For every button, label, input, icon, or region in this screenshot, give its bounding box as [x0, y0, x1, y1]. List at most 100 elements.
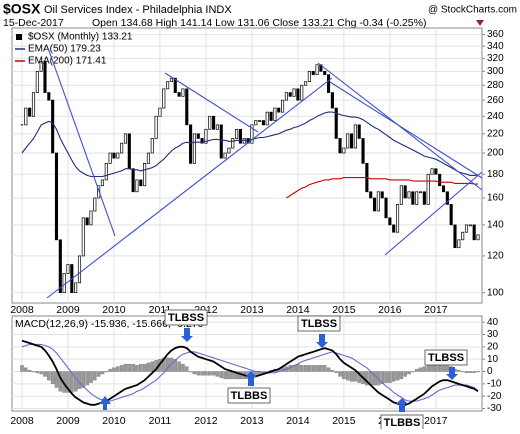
candle — [472, 224, 476, 241]
histogram-bar — [330, 370, 335, 372]
x-tick-label: 2016 — [378, 304, 402, 316]
histogram-bar — [353, 371, 358, 382]
y-tick-label: 320 — [487, 53, 504, 64]
histogram-bar — [139, 363, 143, 372]
candle — [139, 179, 143, 187]
annotation-box — [424, 349, 468, 366]
histogram-bar — [407, 371, 411, 375]
y-tick-label: 340 — [487, 41, 504, 52]
annotation-arrow — [396, 398, 408, 412]
histogram-bar — [119, 365, 124, 372]
candle — [250, 124, 254, 144]
candle — [35, 70, 39, 93]
histogram-bar — [234, 371, 239, 380]
ema-line — [21, 111, 479, 178]
source: @ StockCharts.com — [428, 5, 517, 16]
histogram-bar — [116, 366, 120, 372]
histogram-bar — [384, 371, 388, 383]
x-tick-label: 2017 — [424, 304, 448, 316]
candle — [361, 138, 365, 164]
histogram-bar — [326, 367, 331, 372]
candle — [342, 147, 346, 154]
histogram-bar — [73, 371, 78, 392]
histogram-bar — [77, 371, 82, 389]
date: 15-Dec-2017 — [3, 17, 64, 29]
price-panel — [11, 27, 483, 304]
candle — [169, 77, 173, 83]
candle — [265, 111, 269, 126]
candle — [261, 120, 265, 126]
histogram-bar — [349, 371, 354, 382]
candle — [399, 185, 403, 205]
histogram-bar — [123, 363, 128, 372]
x-tick-label: 2015 — [332, 304, 356, 316]
y-tick-label: 10 — [487, 354, 499, 365]
candle — [20, 124, 24, 126]
histogram-bar — [334, 371, 338, 373]
candle — [189, 124, 193, 164]
candle — [284, 92, 288, 101]
candle — [438, 173, 442, 187]
histogram-bar — [200, 371, 204, 376]
candle — [219, 124, 223, 159]
candle — [464, 224, 469, 233]
candle — [120, 142, 124, 154]
candle — [58, 239, 62, 294]
histogram-bar — [338, 371, 342, 377]
trend-line — [46, 77, 333, 299]
histogram-bar — [85, 371, 89, 386]
histogram-bar — [27, 370, 32, 372]
histogram-bar — [357, 371, 361, 383]
candle — [28, 107, 32, 117]
candle — [154, 115, 158, 139]
histogram-bar — [211, 371, 216, 376]
candle — [273, 107, 277, 121]
candle — [395, 204, 400, 233]
histogram-bar — [345, 371, 350, 381]
candle — [349, 133, 354, 149]
x-tick-label: 2009 — [56, 415, 80, 427]
annotation-label: TLBSS — [301, 318, 337, 330]
candle — [323, 70, 327, 76]
annotation-arrow — [181, 328, 193, 342]
candle — [277, 107, 281, 113]
candle — [307, 70, 311, 83]
candle — [74, 282, 78, 294]
y-tick-label: -30 — [487, 403, 502, 414]
trend-line — [164, 72, 259, 133]
candle — [231, 138, 235, 149]
annotation-arrow — [446, 367, 458, 380]
histogram-bar — [93, 371, 97, 381]
histogram-bar — [399, 371, 404, 380]
x-tick-label: 2011 — [149, 415, 172, 427]
candle — [468, 224, 472, 227]
candle — [453, 224, 457, 249]
candle — [200, 138, 204, 144]
quote: Open 134.68 High 141.14 Low 131.06 Close… — [92, 17, 426, 29]
histogram-bar — [66, 371, 70, 393]
candle — [238, 128, 242, 144]
histogram-bar — [104, 371, 109, 373]
legend-label: $OSX (Monthly) 133.21 — [28, 32, 133, 43]
histogram-bar — [24, 367, 28, 372]
histogram-bar — [422, 366, 427, 372]
candle — [146, 152, 151, 164]
histogram-bar — [204, 371, 208, 376]
candle — [357, 124, 361, 139]
histogram-bar — [403, 371, 407, 377]
annotation-box — [164, 309, 208, 326]
candle — [235, 128, 239, 139]
annotation-label: TLBBS — [231, 390, 268, 402]
histogram-bar — [35, 371, 40, 373]
annotation-label: TLBSS — [168, 312, 204, 324]
candle — [434, 168, 438, 175]
annotation-box — [227, 387, 271, 404]
candle — [407, 191, 411, 199]
candle — [43, 61, 47, 93]
x-tick-label: 2008 — [10, 415, 34, 427]
y-tick-label: 30 — [487, 329, 499, 340]
histogram-bar — [457, 370, 461, 372]
candle — [116, 152, 120, 159]
histogram-bar — [31, 371, 36, 373]
histogram-bar — [177, 361, 181, 372]
